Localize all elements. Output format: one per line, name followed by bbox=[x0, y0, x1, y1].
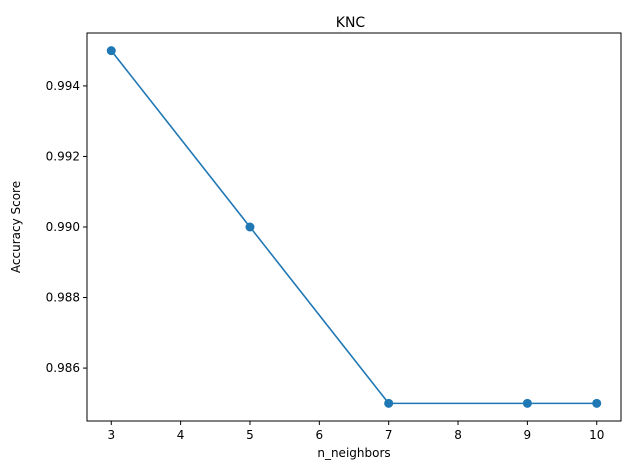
y-tick-label: 0.994 bbox=[46, 79, 80, 93]
x-tick-label: 8 bbox=[454, 428, 462, 442]
plot-frame bbox=[86, 32, 622, 422]
data-point bbox=[384, 398, 394, 408]
y-tick-label: 0.990 bbox=[46, 220, 80, 234]
y-tick-label: 0.986 bbox=[46, 361, 80, 375]
x-tick-label: 6 bbox=[316, 428, 324, 442]
chart-title: KNC bbox=[336, 15, 366, 31]
y-axis-ticks: 0.986 0.988 0.990 0.992 0.994 bbox=[46, 79, 87, 375]
data-point bbox=[522, 398, 532, 408]
data-point bbox=[592, 398, 602, 408]
data-point bbox=[245, 222, 255, 232]
x-tick-label: 9 bbox=[524, 428, 532, 442]
series-layer bbox=[106, 46, 602, 408]
x-tick-label: 10 bbox=[589, 428, 604, 442]
data-point bbox=[106, 46, 116, 56]
x-axis-ticks: 3 4 5 6 7 8 9 10 bbox=[107, 421, 604, 442]
x-tick-label: 7 bbox=[385, 428, 393, 442]
x-tick-label: 5 bbox=[246, 428, 254, 442]
x-tick-label: 3 bbox=[107, 428, 115, 442]
x-axis-label: n_neighbors bbox=[317, 446, 390, 460]
y-tick-label: 0.992 bbox=[46, 149, 80, 163]
y-tick-label: 0.988 bbox=[46, 291, 80, 305]
y-axis-label: Accuracy Score bbox=[9, 181, 23, 273]
x-tick-label: 4 bbox=[177, 428, 185, 442]
